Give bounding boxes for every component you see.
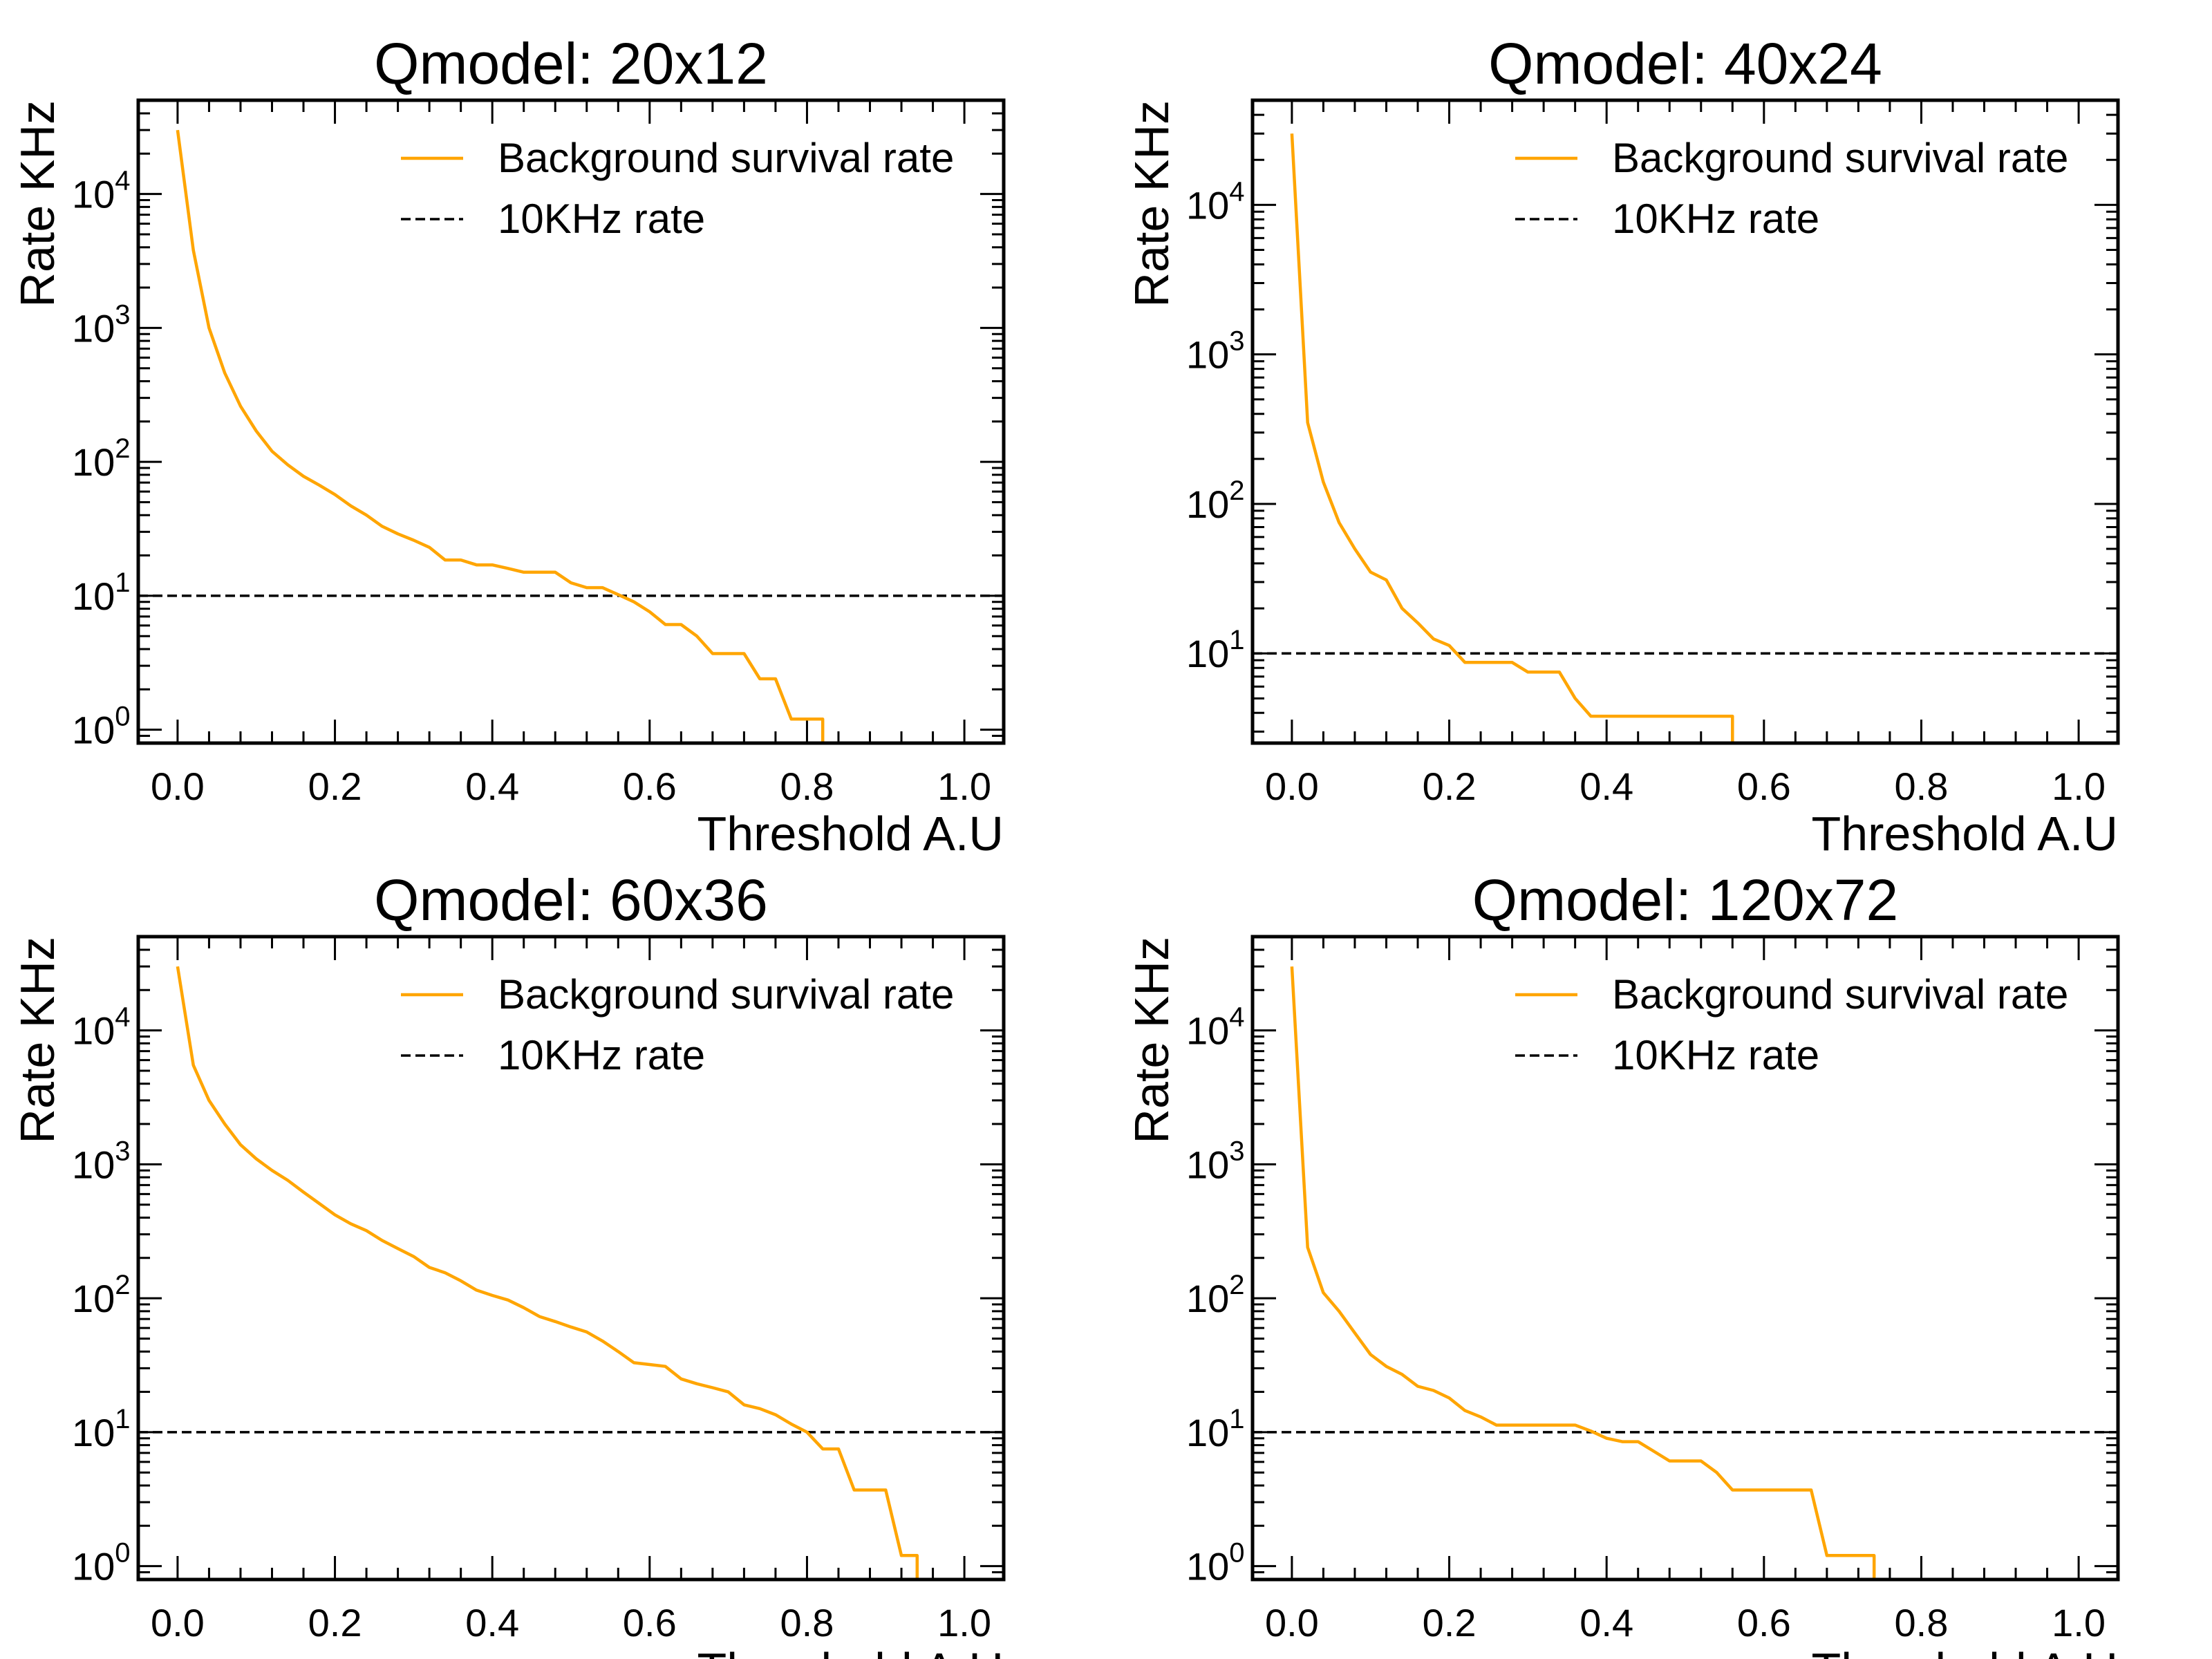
y-axis-label: Rate KHz <box>1125 100 1179 308</box>
y-tick-label: 102 <box>72 433 131 484</box>
y-tick-label: 103 <box>72 299 131 350</box>
y-tick-label: 100 <box>72 702 131 752</box>
y-tick-label: 100 <box>72 1538 131 1588</box>
y-axis-label: Rate KHz <box>10 100 64 308</box>
y-tick-label: 104 <box>1186 1002 1245 1053</box>
y-axis-label: Rate KHz <box>1125 937 1179 1144</box>
x-tick-label: 1.0 <box>2052 1601 2106 1644</box>
y-tick-label: 103 <box>1186 326 1245 377</box>
chart-title: Qmodel: 40x24 <box>1488 31 1882 96</box>
x-tick-label: 0.2 <box>1423 1601 1477 1644</box>
y-tick-label: 101 <box>1186 1404 1245 1454</box>
y-axis-label: Rate KHz <box>10 937 64 1144</box>
legend-label-threshold: 10KHz rate <box>498 1032 705 1078</box>
x-tick-label: 0.8 <box>780 1601 834 1644</box>
x-tick-label: 0.4 <box>465 1601 519 1644</box>
legend-label-threshold: 10KHz rate <box>1612 196 1819 242</box>
x-axis-label: Threshold A.U <box>1811 807 2118 861</box>
chart-title: Qmodel: 60x36 <box>374 868 768 932</box>
x-tick-label: 0.6 <box>1737 765 1791 808</box>
x-tick-label: 0.4 <box>1580 765 1633 808</box>
plot-frame <box>1250 935 2120 1582</box>
series-line <box>1290 133 1734 743</box>
x-tick-label: 0.6 <box>1737 1601 1791 1644</box>
y-tick-label: 101 <box>72 568 131 618</box>
x-tick-label: 0.2 <box>308 1601 362 1644</box>
x-tick-label: 0.6 <box>623 765 677 808</box>
series-line <box>176 129 825 743</box>
series-line <box>176 966 919 1580</box>
legend-label-series: Background survival rate <box>498 971 954 1018</box>
x-tick-label: 0.2 <box>308 765 362 808</box>
legend-label-series: Background survival rate <box>1612 971 2068 1018</box>
legend-label-threshold: 10KHz rate <box>1612 1032 1819 1078</box>
y-tick-label: 104 <box>72 166 131 216</box>
y-tick-label: 100 <box>1186 1538 1245 1588</box>
x-tick-label: 0.0 <box>151 765 205 808</box>
plot-frame <box>136 98 1006 745</box>
x-tick-label: 0.8 <box>780 765 834 808</box>
chart-panel-2: Qmodel: 40x24 0.0 0.2 0.4 0.6 0.8 1.0Threshold… <box>1125 31 2120 861</box>
chart-panel-1: Qmodel: 20x12 0.0 0.2 0.4 0.6 0.8 1.0Threshold… <box>10 31 1006 861</box>
chart-panel-4: Qmodel: 120x72 0.0 0.2 0.4 0.6 0.8 1.0Threshol… <box>1125 868 2120 1659</box>
x-axis-label: Threshold A.U <box>1811 1643 2118 1659</box>
x-tick-label: 0.0 <box>1265 765 1319 808</box>
plot-frame <box>1250 98 2120 745</box>
plot-frame <box>136 935 1006 1582</box>
series-line <box>1290 966 1876 1580</box>
x-tick-label: 0.6 <box>623 1601 677 1644</box>
x-tick-label: 0.2 <box>1423 765 1477 808</box>
x-tick-label: 0.0 <box>151 1601 205 1644</box>
x-tick-label: 0.4 <box>1580 1601 1633 1644</box>
legend-label-threshold: 10KHz rate <box>498 196 705 242</box>
y-tick-label: 101 <box>72 1404 131 1454</box>
legend-label-series: Background survival rate <box>498 135 954 181</box>
chart-title: Qmodel: 120x72 <box>1472 868 1898 932</box>
x-tick-label: 1.0 <box>937 765 991 808</box>
chart-title: Qmodel: 20x12 <box>374 31 768 96</box>
chart-panel-3: Qmodel: 60x36 0.0 0.2 0.4 0.6 0.8 1.0Threshold… <box>10 868 1006 1659</box>
x-tick-label: 1.0 <box>2052 765 2106 808</box>
x-tick-label: 1.0 <box>937 1601 991 1644</box>
x-tick-label: 0.4 <box>465 765 519 808</box>
x-axis-label: Threshold A.U <box>697 807 1004 861</box>
y-tick-label: 103 <box>1186 1136 1245 1186</box>
x-tick-label: 0.0 <box>1265 1601 1319 1644</box>
y-tick-label: 102 <box>72 1270 131 1320</box>
y-tick-label: 104 <box>72 1002 131 1053</box>
legend-label-series: Background survival rate <box>1612 135 2068 181</box>
y-tick-label: 102 <box>1186 476 1245 526</box>
y-tick-label: 102 <box>1186 1270 1245 1320</box>
x-tick-label: 0.8 <box>1895 765 1949 808</box>
x-tick-label: 0.8 <box>1895 1601 1949 1644</box>
x-axis-label: Threshold A.U <box>697 1643 1004 1659</box>
y-tick-label: 103 <box>72 1136 131 1186</box>
y-tick-label: 101 <box>1186 625 1245 675</box>
y-tick-label: 104 <box>1186 176 1245 227</box>
